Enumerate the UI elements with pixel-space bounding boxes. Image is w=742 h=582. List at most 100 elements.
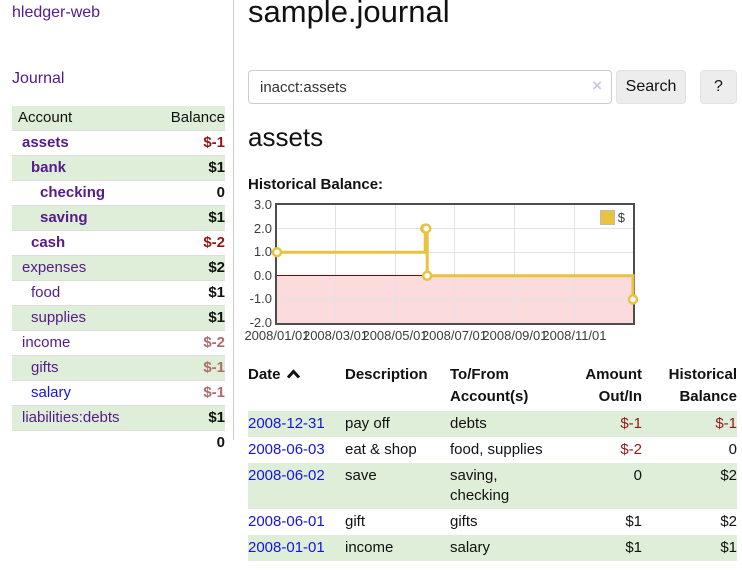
search-button[interactable]: Search <box>616 70 686 104</box>
transaction-description: gift <box>345 513 366 530</box>
register-row[interactable]: 2008-06-02 save saving, checking 0 $2 <box>248 463 737 509</box>
transaction-amount: 0 <box>633 467 642 484</box>
account-total-row: 0 <box>12 430 225 456</box>
register-row[interactable]: 2008-01-01 income salary $1 $1 <box>248 535 737 561</box>
register-row[interactable]: 2008-12-31 pay off debts $-1 $-1 <box>248 411 737 437</box>
gridline <box>454 205 455 323</box>
sidebar-item-journal[interactable]: Journal <box>12 70 65 87</box>
transaction-balance: $1 <box>720 539 737 556</box>
transaction-amount: $-2 <box>620 441 642 458</box>
transaction-date-link[interactable]: 2008-06-02 <box>248 467 325 484</box>
transaction-description: save <box>345 467 377 484</box>
transaction-date-link[interactable]: 2008-01-01 <box>248 539 325 556</box>
account-link-bank[interactable]: bank <box>31 159 67 176</box>
transaction-description: income <box>345 539 394 556</box>
account-row: gifts $-1 <box>12 355 225 381</box>
historical-balance-chart: $ 3.0 2.0 1.0 0.0 -1.0 -2.0 2008/01/01 2008/03/… <box>244 197 668 348</box>
y-axis-tick-label: 3.0 <box>253 197 272 212</box>
account-row: supplies $1 <box>12 305 225 331</box>
gridline <box>335 205 337 323</box>
account-balance: $1 <box>208 159 225 176</box>
transaction-accounts: salary <box>450 539 491 556</box>
transaction-amount: $-1 <box>620 415 642 432</box>
y-axis-tick-label: 1.0 <box>253 244 272 260</box>
transaction-description: pay off <box>345 415 390 432</box>
search-form: × Search ? <box>248 70 737 104</box>
account-row: cash $-2 <box>12 230 225 256</box>
account-table-header: Account Balance <box>12 106 225 131</box>
account-row: food $1 <box>12 280 225 306</box>
x-axis-tick-label: 2008/11/01 <box>542 328 607 343</box>
gridline <box>394 205 396 323</box>
app-title-link[interactable]: hledger-web <box>12 4 101 21</box>
account-link-income[interactable]: income <box>22 334 71 351</box>
amount-column-header: Amount Out/In <box>585 366 642 405</box>
chart-title: Historical Balance: <box>248 176 384 193</box>
account-row: income $-2 <box>12 330 225 356</box>
gridline <box>277 228 633 230</box>
account-balance: 0 <box>216 184 225 201</box>
date-column-header: Date <box>248 360 345 411</box>
account-row: bank $1 <box>12 155 225 181</box>
transaction-date-link[interactable]: 2008-12-31 <box>248 415 325 432</box>
account-row: saving $1 <box>12 205 225 231</box>
account-link-supplies[interactable]: supplies <box>31 309 87 326</box>
transaction-date-link[interactable]: 2008-06-03 <box>248 441 325 458</box>
balance-line-series <box>271 223 639 305</box>
chart-plot[interactable]: $ <box>271 203 639 325</box>
account-link-gifts[interactable]: gifts <box>31 359 59 376</box>
transaction-amount: $1 <box>625 539 642 556</box>
data-point-marker <box>271 246 283 258</box>
page-title: sample.journal <box>248 0 450 29</box>
account-balance: $-1 <box>203 384 225 401</box>
x-axis-tick-label: 2008/03/01 <box>302 328 369 343</box>
account-link-checking[interactable]: checking <box>40 184 106 201</box>
account-link-salary[interactable]: salary <box>31 384 72 401</box>
x-axis-tick-label: 2008/07/01 <box>421 328 488 343</box>
gridline <box>277 251 633 253</box>
account-link-food[interactable]: food <box>31 284 61 301</box>
account-balance: $-1 <box>203 134 225 151</box>
sidebar: hledger-web Journal Account Balance asse… <box>0 0 234 451</box>
transaction-balance: $2 <box>720 513 737 530</box>
data-point-marker <box>420 223 432 234</box>
gridline <box>277 298 633 300</box>
accounts-total-balance: 0 <box>216 434 225 451</box>
search-help-button[interactable]: ? <box>700 70 737 104</box>
description-column-header: Description <box>345 366 428 383</box>
balance-column-header: Historical Balance <box>668 366 737 405</box>
account-row: expenses $2 <box>12 255 225 281</box>
clear-search-icon[interactable]: × <box>592 76 602 95</box>
account-balance: $1 <box>208 309 225 326</box>
search-input[interactable] <box>248 70 612 104</box>
register-row[interactable]: 2008-06-03 eat & shop food, supplies $-2… <box>248 437 737 463</box>
account-link-expenses[interactable]: expenses <box>22 259 87 276</box>
legend-label: $ <box>617 210 625 225</box>
sort-ascending-icon <box>286 369 300 379</box>
transaction-balance: $2 <box>720 467 737 484</box>
y-axis-tick-label: 0.0 <box>253 267 272 283</box>
account-link-liabilities-debts[interactable]: liabilities:debts <box>22 409 120 426</box>
account-link-assets[interactable]: assets <box>22 134 69 151</box>
x-axis-tick-label: 2008/09/01 <box>482 328 548 343</box>
transaction-accounts: saving, checking <box>450 467 510 504</box>
x-axis-tick-label: 2008/05/01 <box>362 328 428 343</box>
account-heading: assets <box>248 122 324 152</box>
data-point-marker <box>627 294 639 305</box>
account-balance: $-2 <box>203 234 225 251</box>
account-row: assets $-1 <box>12 130 225 156</box>
transaction-accounts: gifts <box>450 513 478 530</box>
data-point-marker <box>421 270 433 282</box>
transaction-accounts: food, supplies <box>450 441 543 458</box>
register-header-row: Date Description To/From Account(s) Amou… <box>248 360 737 411</box>
account-balance: $1 <box>208 284 225 301</box>
transaction-description: eat & shop <box>345 441 417 458</box>
x-axis-tick-label: 2008/01/01 <box>244 328 310 343</box>
legend-swatch <box>599 210 615 225</box>
transaction-balance: 0 <box>728 441 737 458</box>
register-row[interactable]: 2008-06-01 gift gifts $1 $2 <box>248 509 737 535</box>
account-row: checking 0 <box>12 180 225 206</box>
transaction-date-link[interactable]: 2008-06-01 <box>248 513 325 530</box>
account-link-cash[interactable]: cash <box>31 234 66 251</box>
account-link-saving[interactable]: saving <box>40 209 88 226</box>
